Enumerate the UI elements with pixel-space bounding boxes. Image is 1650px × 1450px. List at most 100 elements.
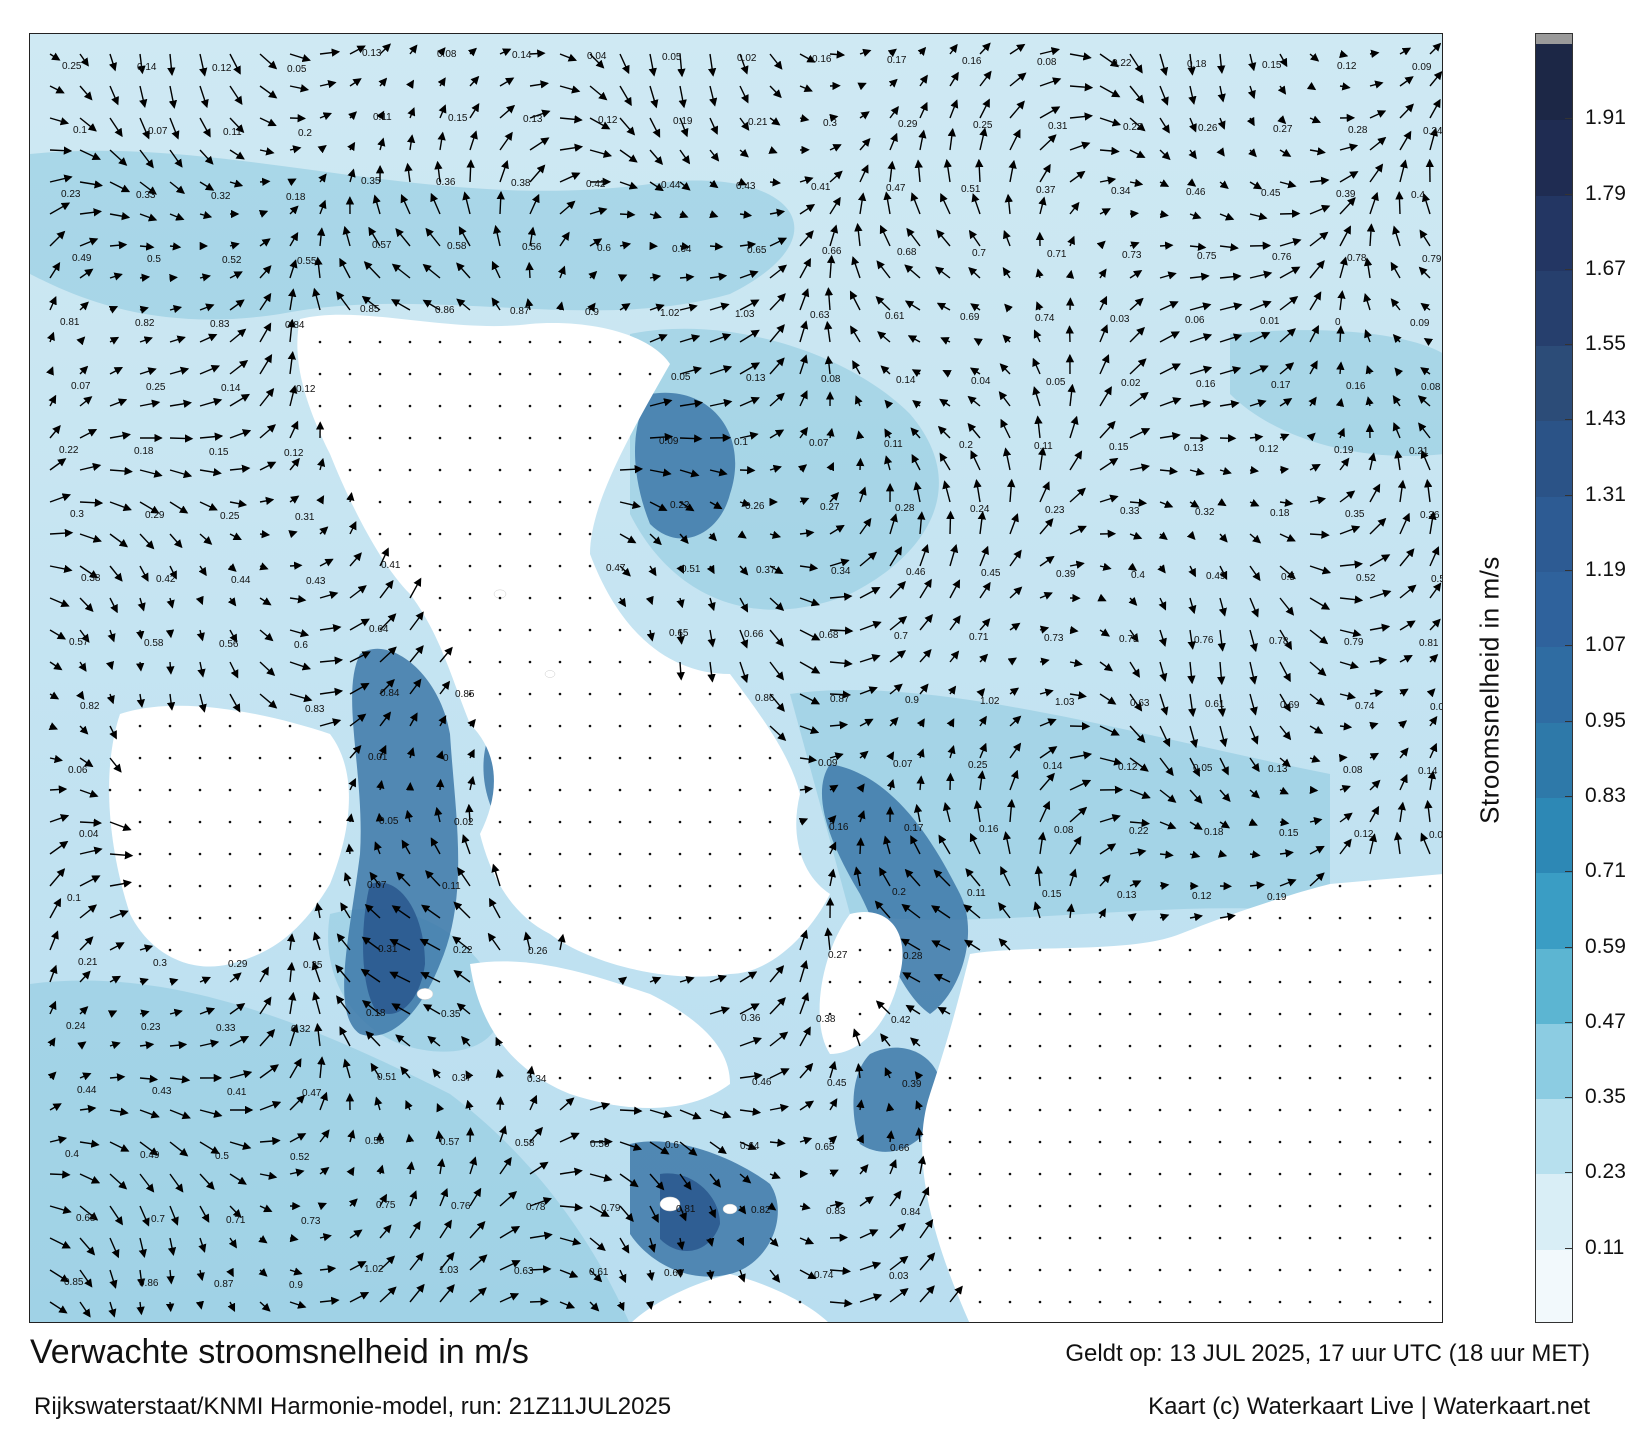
current-arrow: [884, 455, 893, 471]
calm-point: [678, 820, 682, 824]
calm-point: [1038, 1204, 1042, 1208]
current-arrow: [1159, 53, 1169, 77]
current-arrow: [889, 513, 898, 535]
calm-point: [1368, 948, 1372, 952]
current-arrow: [79, 149, 101, 161]
speed-label: 0.37: [756, 565, 776, 576]
current-arrow: [947, 745, 956, 759]
calm-point: [1218, 1140, 1222, 1144]
current-arrow: [259, 562, 269, 571]
calm-point: [1368, 1108, 1372, 1112]
current-arrow: [859, 587, 881, 599]
current-arrow: [707, 597, 716, 612]
current-arrow: [379, 711, 392, 727]
current-arrow: [1279, 180, 1297, 189]
speed-label: 0.03: [1430, 702, 1443, 713]
calm-point: [1158, 1300, 1162, 1304]
current-arrow: [1219, 565, 1228, 581]
speed-label: 0.29: [228, 959, 248, 970]
current-arrow: [1279, 661, 1291, 683]
current-arrow: [769, 565, 784, 575]
calm-point: [1218, 1108, 1222, 1112]
calm-point: [528, 660, 532, 664]
current-arrow: [679, 242, 691, 251]
current-arrow: [1069, 560, 1085, 569]
speed-label: 0.18: [134, 446, 154, 457]
current-arrow: [1189, 302, 1212, 311]
current-arrow: [139, 469, 163, 478]
calm-point: [1278, 1076, 1282, 1080]
calm-point: [528, 820, 532, 824]
current-arrow: [649, 181, 664, 192]
current-speed-map[interactable]: 0.25 0.14 0.12 0.05 0.13 0.08 0.14 0.04 0.05 0.02…: [29, 33, 1443, 1323]
calm-point: [678, 756, 682, 760]
calm-point: [678, 1300, 682, 1304]
calm-point: [1278, 1140, 1282, 1144]
current-arrow: [1039, 746, 1058, 759]
calm-point: [978, 1012, 982, 1016]
island: [722, 1203, 738, 1215]
current-arrow: [1217, 53, 1226, 74]
calm-point: [1338, 948, 1342, 952]
current-arrow: [1009, 513, 1019, 535]
current-arrow: [829, 170, 843, 183]
current-arrow: [109, 565, 123, 582]
calm-point: [1398, 1076, 1402, 1080]
current-arrow: [199, 432, 224, 441]
current-arrow: [169, 565, 177, 580]
speed-label: 0.82: [80, 701, 100, 712]
current-arrow: [904, 300, 921, 311]
calm-point: [528, 468, 532, 472]
calm-point: [1428, 1044, 1432, 1048]
current-arrow: [977, 511, 986, 535]
calm-point: [1278, 1236, 1282, 1240]
calm-point: [468, 404, 472, 408]
calm-point: [1338, 884, 1342, 888]
calm-point: [858, 948, 862, 952]
current-arrow: [199, 397, 223, 407]
calm-point: [528, 628, 532, 632]
current-arrow: [829, 690, 852, 699]
calm-point: [1428, 1108, 1432, 1112]
calm-point: [498, 756, 502, 760]
calm-point: [1218, 1044, 1222, 1048]
current-arrow: [1189, 757, 1200, 778]
calm-point: [198, 820, 202, 824]
current-arrow: [587, 302, 596, 312]
current-arrow: [1009, 622, 1021, 631]
colorbar-label: Stroomsnelheid in m/s: [1474, 556, 1505, 824]
calm-point: [648, 724, 652, 728]
current-arrow: [679, 273, 695, 282]
current-arrow: [940, 337, 951, 345]
calm-point: [588, 564, 592, 568]
calm-point: [258, 820, 262, 824]
current-arrow: [769, 324, 785, 343]
calm-point: [528, 372, 532, 376]
calm-point: [1188, 1236, 1192, 1240]
speed-label: 0.23: [61, 189, 81, 200]
current-arrow: [1399, 159, 1408, 183]
current-arrow: [79, 85, 93, 101]
current-arrow: [1397, 479, 1407, 503]
current-arrow: [829, 144, 842, 152]
calm-point: [1368, 916, 1372, 920]
current-arrow: [1006, 478, 1016, 503]
current-arrow: [919, 74, 928, 87]
calm-point: [1278, 916, 1282, 920]
current-arrow: [379, 43, 392, 55]
current-arrow: [456, 262, 471, 279]
current-arrow: [139, 399, 161, 408]
current-arrow: [1159, 301, 1179, 311]
current-arrow: [169, 273, 178, 283]
calm-point: [558, 724, 562, 728]
current-arrow: [649, 333, 668, 343]
calm-point: [1038, 1268, 1042, 1272]
calm-point: [1338, 1172, 1342, 1176]
calm-point: [678, 692, 682, 696]
current-arrow: [1426, 688, 1436, 698]
calm-point: [618, 340, 622, 344]
current-arrow: [858, 486, 867, 503]
calm-point: [1128, 948, 1132, 952]
current-arrow: [259, 424, 276, 439]
current-arrow: [525, 298, 534, 311]
